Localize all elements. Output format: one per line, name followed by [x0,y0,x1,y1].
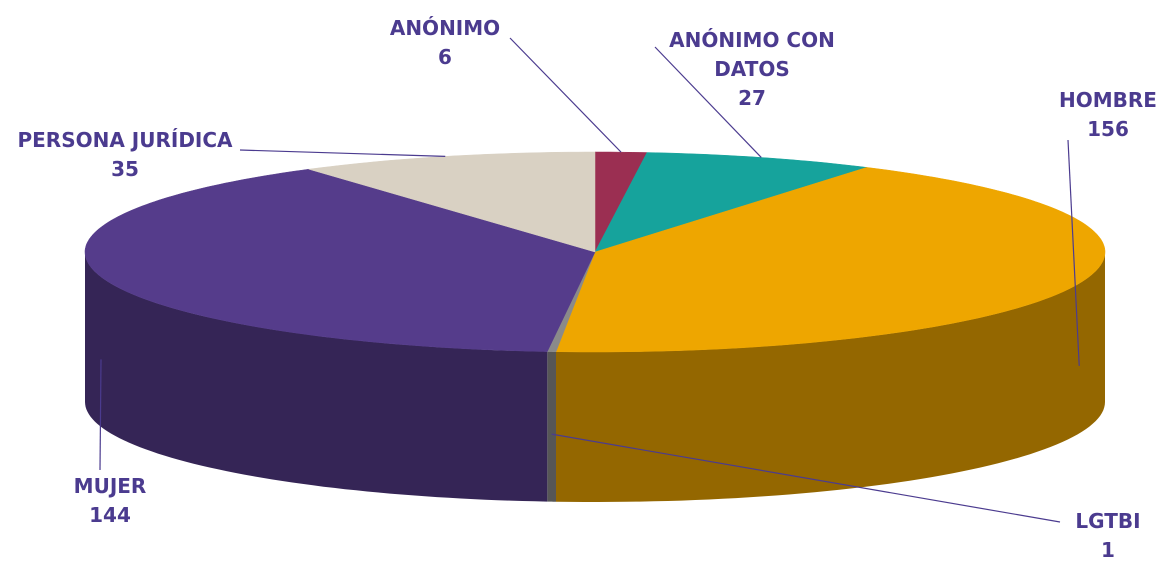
leader-lines [99,37,1080,523]
data-label: PERSONA JURÍDICA 35 [0,126,255,184]
pie-sides [85,252,1105,502]
data-label: ANÓNIMO CON DATOS 27 [657,26,847,113]
label-name: HOMBRE [1059,88,1157,112]
label-value: 156 [1087,117,1129,141]
data-label: HOMBRE 156 [1038,86,1166,144]
label-value: 6 [438,45,452,69]
leader-line [509,37,622,153]
data-label: MUJER 144 [50,472,170,530]
leader-line [1067,139,1080,366]
label-value: 1 [1101,538,1115,562]
pie-slice [555,167,1106,353]
label-name: ANÓNIMO CON DATOS [669,28,835,81]
pie-tops [84,151,1106,353]
pie-side [547,351,556,502]
label-name: PERSONA JURÍDICA [17,128,233,152]
pie-side [556,252,1105,502]
data-label: LGTBI 1 [1058,507,1158,565]
leader-line [551,433,1061,523]
leader-line [654,46,762,158]
label-name: LGTBI [1075,509,1141,533]
leader-line [239,149,446,158]
leader-line [99,359,102,471]
pie-slice [84,168,596,352]
label-name: ANÓNIMO [389,16,501,40]
label-value: 27 [738,86,766,110]
label-name: MUJER [73,474,147,498]
pie-slice [308,151,596,253]
label-value: 144 [89,503,131,527]
pie-side [85,252,548,502]
label-value: 35 [111,157,139,181]
data-label: ANÓNIMO 6 [365,14,525,72]
